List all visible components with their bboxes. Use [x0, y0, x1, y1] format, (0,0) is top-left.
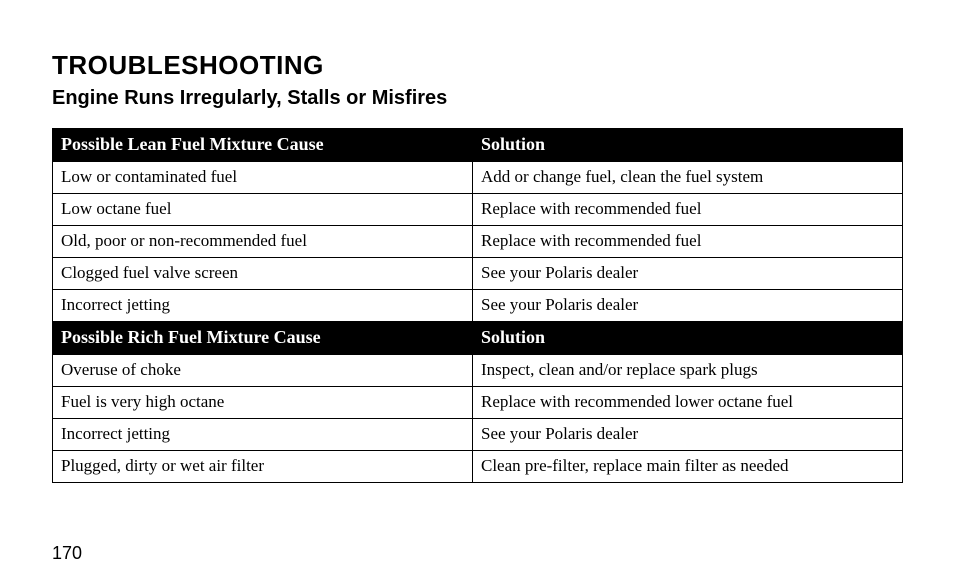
solution-cell: Replace with recommended fuel — [473, 194, 903, 226]
table-row: Incorrect jetting See your Polaris deale… — [53, 290, 903, 322]
solution-cell: See your Polaris dealer — [473, 290, 903, 322]
page-number: 170 — [52, 543, 82, 564]
solution-cell: Replace with recommended fuel — [473, 226, 903, 258]
table-row: Fuel is very high octane Replace with re… — [53, 387, 903, 419]
cause-cell: Overuse of choke — [53, 355, 473, 387]
table-header-cause: Possible Lean Fuel Mixture Cause — [53, 129, 473, 162]
table-header-row: Possible Lean Fuel Mixture Cause Solutio… — [53, 129, 903, 162]
table-header-cause: Possible Rich Fuel Mixture Cause — [53, 322, 473, 355]
cause-cell: Incorrect jetting — [53, 290, 473, 322]
solution-cell: Inspect, clean and/or replace spark plug… — [473, 355, 903, 387]
table-row: Low octane fuel Replace with recommended… — [53, 194, 903, 226]
page-subtitle: Engine Runs Irregularly, Stalls or Misfi… — [52, 87, 902, 110]
table-row: Plugged, dirty or wet air filter Clean p… — [53, 451, 903, 483]
page-title: TROUBLESHOOTING — [52, 50, 902, 81]
solution-cell: See your Polaris dealer — [473, 258, 903, 290]
solution-cell: See your Polaris dealer — [473, 419, 903, 451]
table-row: Overuse of choke Inspect, clean and/or r… — [53, 355, 903, 387]
table-row: Old, poor or non-recommended fuel Replac… — [53, 226, 903, 258]
troubleshooting-table: Possible Lean Fuel Mixture Cause Solutio… — [52, 128, 903, 483]
cause-cell: Low octane fuel — [53, 194, 473, 226]
table-row: Clogged fuel valve screen See your Polar… — [53, 258, 903, 290]
cause-cell: Clogged fuel valve screen — [53, 258, 473, 290]
table-header-row: Possible Rich Fuel Mixture Cause Solutio… — [53, 322, 903, 355]
table-row: Low or contaminated fuel Add or change f… — [53, 162, 903, 194]
table-header-solution: Solution — [473, 129, 903, 162]
page: TROUBLESHOOTING Engine Runs Irregularly,… — [0, 0, 954, 588]
cause-cell: Low or contaminated fuel — [53, 162, 473, 194]
table-row: Incorrect jetting See your Polaris deale… — [53, 419, 903, 451]
cause-cell: Plugged, dirty or wet air filter — [53, 451, 473, 483]
solution-cell: Replace with recommended lower octane fu… — [473, 387, 903, 419]
table-header-solution: Solution — [473, 322, 903, 355]
cause-cell: Old, poor or non-recommended fuel — [53, 226, 473, 258]
cause-cell: Fuel is very high octane — [53, 387, 473, 419]
cause-cell: Incorrect jetting — [53, 419, 473, 451]
solution-cell: Add or change fuel, clean the fuel syste… — [473, 162, 903, 194]
solution-cell: Clean pre-filter, replace main filter as… — [473, 451, 903, 483]
